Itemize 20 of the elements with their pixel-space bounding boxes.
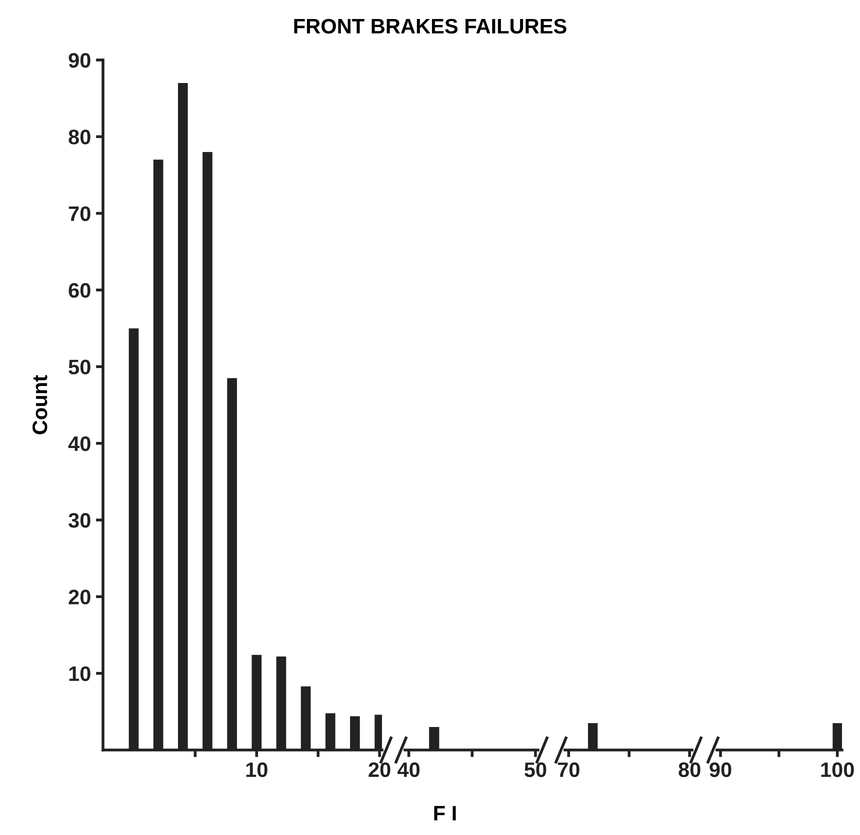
x-tick-label: 10 xyxy=(246,762,268,778)
x-tick-label: 80 xyxy=(678,762,700,778)
y-tick-label: 90 xyxy=(68,53,90,68)
y-axis-title: Count xyxy=(32,375,48,434)
x-axis-title: F I xyxy=(434,806,456,820)
x-tick-label: 70 xyxy=(558,762,580,778)
y-tick-label: 30 xyxy=(68,513,90,528)
x-tick-label: 90 xyxy=(710,762,732,778)
x-tick-label: 20 xyxy=(368,762,390,778)
y-tick-label: 10 xyxy=(69,666,90,682)
y-tick-label: 40 xyxy=(68,436,90,452)
x-tick-label: 50 xyxy=(524,762,546,778)
text: FRONT BRAKES FAILURES xyxy=(294,18,566,34)
x-tick-label: 40 xyxy=(398,762,420,778)
y-tick-label: 50 xyxy=(68,360,90,374)
y-tick-label: 60 xyxy=(68,283,90,298)
y-tick-label: 70 xyxy=(68,206,90,222)
y-tick-label: 80 xyxy=(68,130,90,144)
y-tick-label: 20 xyxy=(68,590,90,604)
x-tick-label: 100 xyxy=(821,762,854,778)
